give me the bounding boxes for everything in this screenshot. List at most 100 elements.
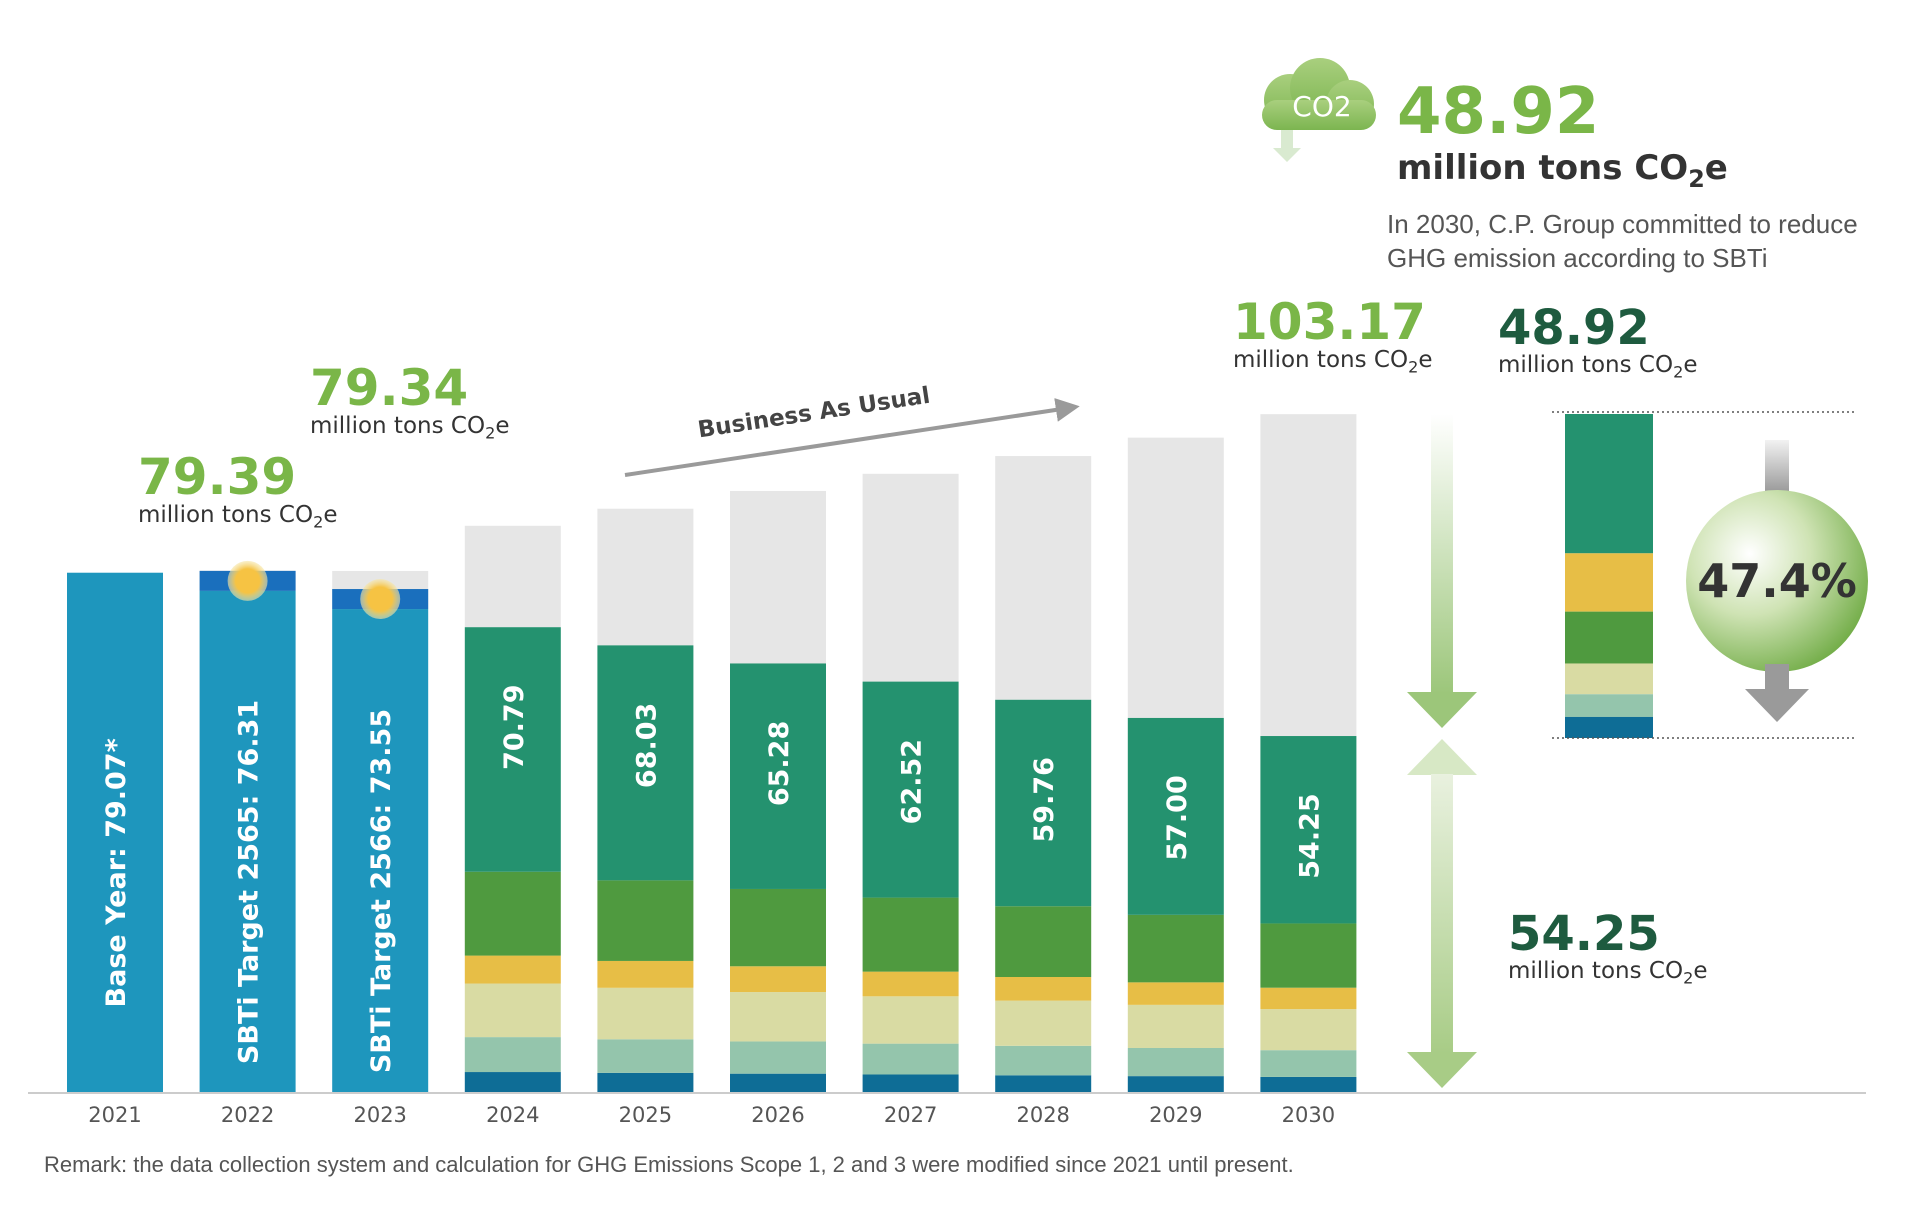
callout-2023-value: 79.34 xyxy=(310,359,469,417)
segment-2028-4 xyxy=(995,906,1092,977)
bau-gap-bar-2025 xyxy=(597,508,694,646)
reduction-percent-badge: 47.4% xyxy=(1686,440,1868,722)
segment-2026-3 xyxy=(730,966,826,993)
actual-marker-2023 xyxy=(360,579,401,620)
bar-label-2027: 62.52 xyxy=(897,739,928,824)
x-tick-2023: 2023 xyxy=(353,1103,406,1127)
bau-gap-bar-2029 xyxy=(1127,437,1224,718)
callout-bau-2030: 103.17 million tons CO2e xyxy=(1233,297,1432,377)
segment-2028-5 xyxy=(995,699,1092,907)
callout-reduction: 48.92 million tons CO2e xyxy=(1498,304,1697,382)
bau-gap-bar-2027 xyxy=(862,473,959,682)
commitment-text: In 2030, C.P. Group committed to reduce … xyxy=(1387,209,1858,273)
segment-2027-2 xyxy=(862,996,959,1044)
target-bar-2022 xyxy=(199,590,296,1093)
callout-bau-2030-unit: million tons CO2e xyxy=(1233,347,1433,377)
segment-2029-4 xyxy=(1127,914,1224,983)
co2-cloud-label: CO2 xyxy=(1292,90,1351,123)
bar-label-2029: 57.00 xyxy=(1162,775,1193,860)
x-tick-2021: 2021 xyxy=(88,1103,141,1127)
callout-2023: 79.34 million tons CO2e xyxy=(310,363,509,443)
segment-2025-0 xyxy=(597,1072,694,1093)
segment-2030-5 xyxy=(1260,736,1357,924)
segment-2024-2 xyxy=(464,983,561,1038)
x-tick-2029: 2029 xyxy=(1149,1103,1202,1127)
segment-2025-1 xyxy=(597,1039,694,1073)
callout-reduction-value: 48.92 xyxy=(1498,300,1650,356)
bar-label-2022: SBTi Target 2565: 76.31 xyxy=(234,700,265,1064)
segment-2030-0 xyxy=(1260,1076,1357,1093)
bar-label-2030: 54.25 xyxy=(1294,793,1325,878)
segment-2027-4 xyxy=(862,897,959,972)
bar-label-2028: 59.76 xyxy=(1029,757,1060,842)
remark-text: Remark: the data collection system and c… xyxy=(44,1152,1294,1177)
composition-segment-2 xyxy=(1565,611,1653,664)
callout-2022: 79.39 million tons CO2e xyxy=(138,452,337,532)
x-tick-2026: 2026 xyxy=(751,1103,804,1127)
segment-2029-0 xyxy=(1127,1076,1224,1093)
segment-2028-3 xyxy=(995,976,1092,1001)
segment-2024-0 xyxy=(464,1072,561,1093)
segment-2030-3 xyxy=(1260,987,1357,1010)
segment-2024-3 xyxy=(464,955,561,984)
x-tick-2030: 2030 xyxy=(1282,1103,1335,1127)
segment-2028-2 xyxy=(995,1000,1092,1046)
bar-label-2026: 65.28 xyxy=(764,721,795,806)
segment-2026-5 xyxy=(730,663,826,889)
segment-2026-2 xyxy=(730,992,826,1042)
callout-remaining-value: 54.25 xyxy=(1508,906,1660,962)
segment-2024-1 xyxy=(464,1037,561,1073)
headline-reduction-value: 48.92 xyxy=(1397,75,1600,149)
callout-2022-value: 79.39 xyxy=(138,448,297,506)
callout-2023-unit: million tons CO2e xyxy=(310,413,510,443)
bau-gap-bar-2030 xyxy=(1260,414,1357,737)
actual-marker-2022 xyxy=(227,560,268,601)
target-bar-2021 xyxy=(67,572,163,1093)
reduction-arrow-down xyxy=(1407,414,1477,728)
segment-2025-3 xyxy=(597,960,694,988)
segment-2026-4 xyxy=(730,888,826,967)
callout-2022-unit: million tons CO2e xyxy=(138,502,338,532)
bars-layer: Base Year: 79.07* 2021 SBTi Target 2565: 7… xyxy=(67,414,1357,1127)
segment-2026-0 xyxy=(730,1073,826,1093)
callout-remaining: 54.25 million tons CO2e xyxy=(1508,910,1707,988)
bau-gap-bar-2026 xyxy=(730,490,826,664)
bau-gap-bar-2024 xyxy=(464,525,561,628)
composition-segment-0 xyxy=(1565,414,1653,554)
composition-segment-1 xyxy=(1565,553,1653,612)
x-tick-2024: 2024 xyxy=(486,1103,539,1127)
target-composition-bar xyxy=(1565,414,1653,738)
target-bar-2023 xyxy=(332,609,429,1093)
reduction-percent-text: 47.4% xyxy=(1697,554,1857,608)
x-tick-2025: 2025 xyxy=(619,1103,672,1127)
headline-reduction: 48.92 million tons CO2e xyxy=(1397,80,1728,193)
segment-2030-1 xyxy=(1260,1050,1357,1077)
segment-2025-2 xyxy=(597,987,694,1040)
callout-remaining-unit: million tons CO2e xyxy=(1508,958,1708,988)
headline-reduction-unit: million tons CO2e xyxy=(1397,148,1728,193)
segment-2028-0 xyxy=(995,1075,1092,1093)
composition-segment-4 xyxy=(1565,694,1653,717)
segment-2029-1 xyxy=(1127,1047,1224,1077)
segment-2029-3 xyxy=(1127,982,1224,1005)
segment-2024-4 xyxy=(464,871,561,956)
segment-2027-0 xyxy=(862,1074,959,1093)
segment-2027-1 xyxy=(862,1043,959,1075)
x-tick-2028: 2028 xyxy=(1016,1103,1069,1127)
bar-label-2024: 70.79 xyxy=(499,684,530,769)
segment-2027-5 xyxy=(862,681,959,898)
segment-2028-1 xyxy=(995,1045,1092,1076)
co2-cloud-icon: CO2 xyxy=(1262,58,1376,162)
callout-bau-2030-value: 103.17 xyxy=(1233,293,1426,351)
bau-arrow xyxy=(624,398,1080,477)
x-tick-2022: 2022 xyxy=(221,1103,274,1127)
segment-2029-2 xyxy=(1127,1004,1224,1048)
segment-2029-5 xyxy=(1127,717,1224,915)
segment-2027-3 xyxy=(862,971,959,997)
segment-2024-5 xyxy=(464,627,561,872)
callout-reduction-unit: million tons CO2e xyxy=(1498,352,1698,382)
segment-2026-1 xyxy=(730,1041,826,1074)
bau-gap-bar-2028 xyxy=(995,456,1092,700)
remaining-arrow-up xyxy=(1407,739,1477,1088)
